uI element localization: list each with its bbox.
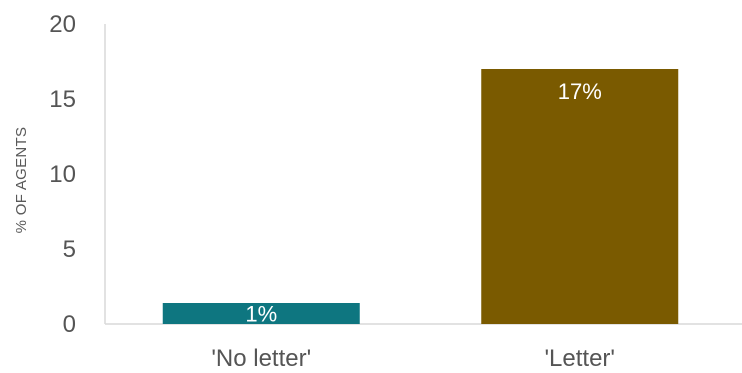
- y-axis-title: % OF AGENTS: [13, 127, 30, 234]
- y-tick-label: 5: [63, 236, 76, 263]
- bar: [481, 69, 679, 324]
- x-tick-label: 'No letter': [211, 345, 311, 372]
- bar: [162, 303, 360, 324]
- x-axis-ticks: 'No letter' 'Letter': [211, 345, 615, 372]
- y-axis-ticks: 0 5 10 15 20: [49, 11, 76, 338]
- x-tick-label: 'Letter': [544, 345, 615, 372]
- bar-data-label: 1%: [245, 302, 277, 327]
- bars: 1% 17%: [162, 69, 679, 327]
- y-tick-label: 0: [63, 311, 76, 338]
- y-tick-label: 20: [49, 11, 76, 38]
- bar-data-label: 17%: [558, 79, 602, 104]
- y-tick-label: 10: [49, 161, 76, 188]
- y-tick-label: 15: [49, 86, 76, 113]
